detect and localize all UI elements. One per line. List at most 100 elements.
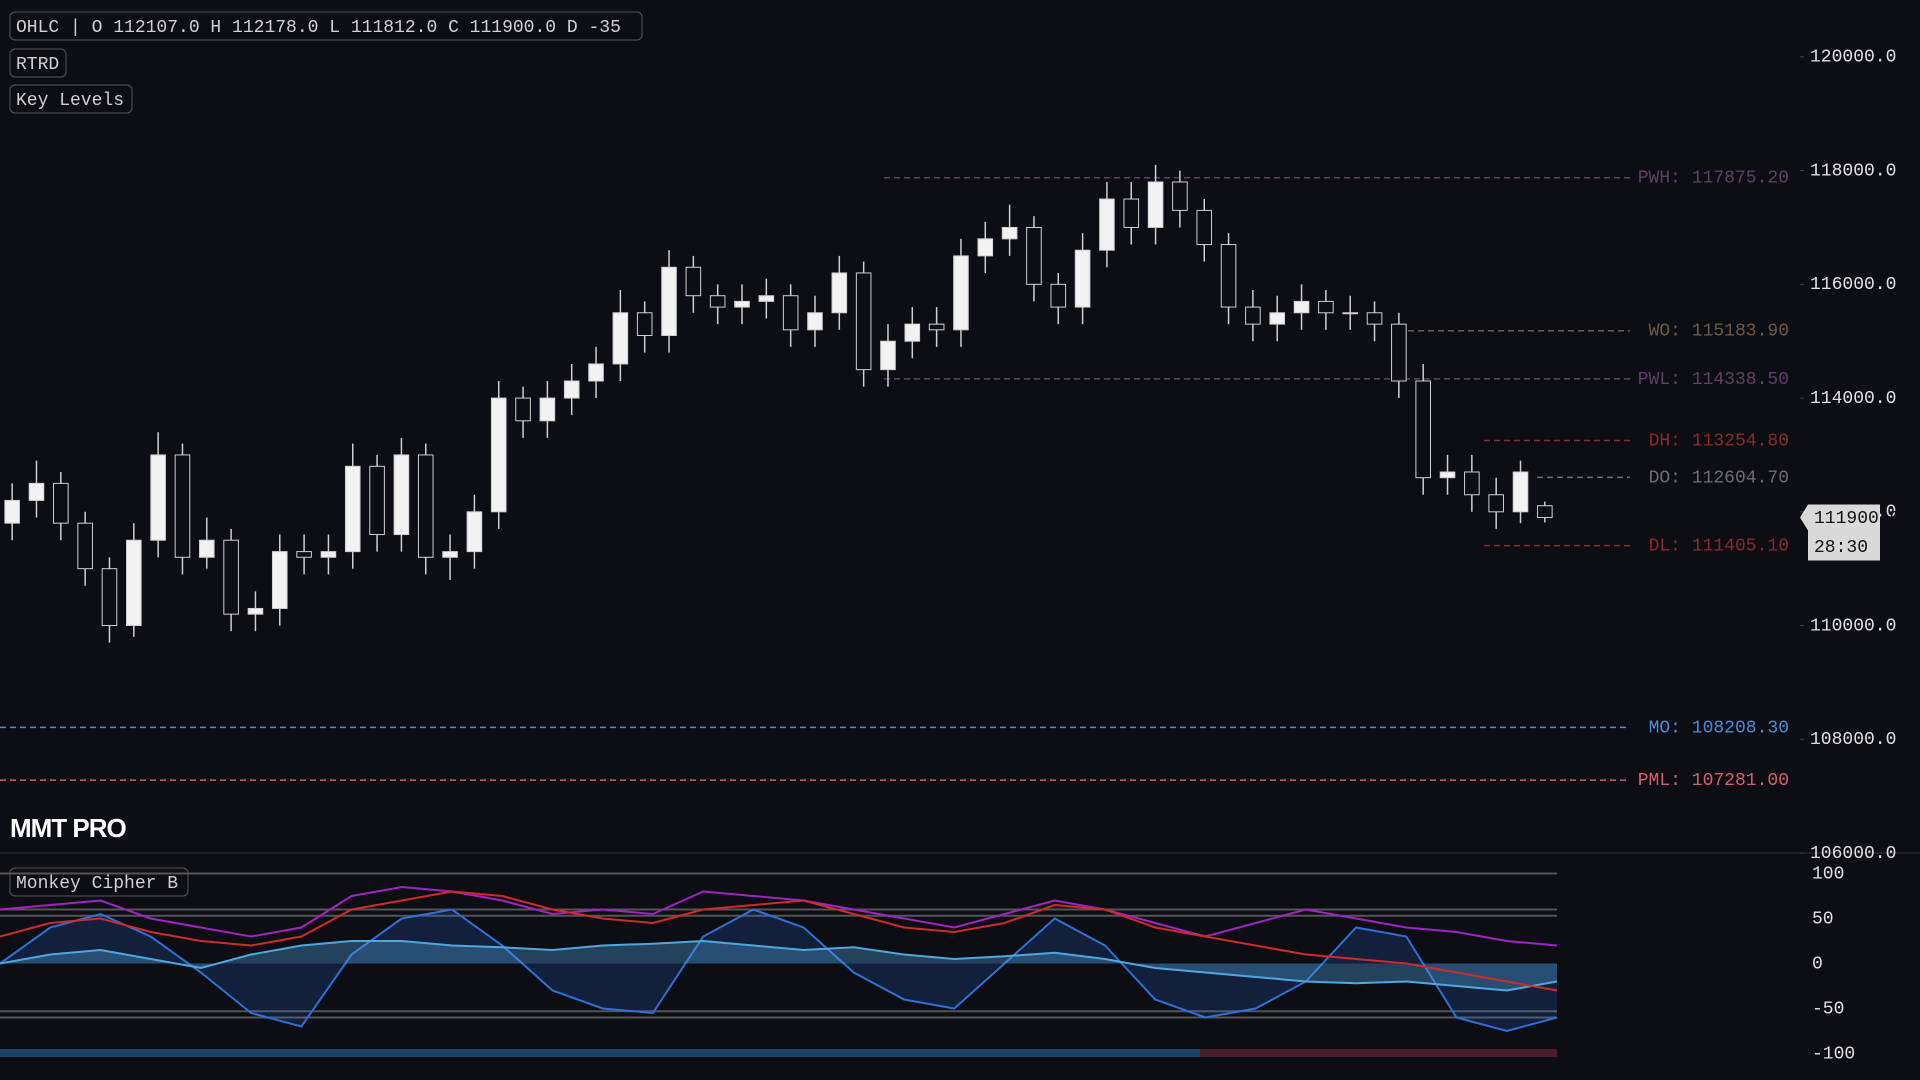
candle-body [1512, 471, 1529, 513]
candle-body [1415, 380, 1431, 479]
candle-body [174, 454, 191, 558]
candle-body [198, 539, 215, 558]
indicator-title: Monkey Cipher B [16, 874, 178, 894]
y-tick-label: 0 [1812, 954, 1823, 974]
candle-body [271, 551, 288, 609]
y-tick-label: 118000.0 [1810, 161, 1896, 181]
ohlc-text: OHLC | O 112107.0 H 112178.0 L 111812.0 … [16, 18, 621, 38]
level-name: MO: [1649, 718, 1681, 738]
candle-body [77, 522, 93, 570]
candle-body [855, 272, 872, 371]
level-value: 113254.80 [1692, 431, 1789, 451]
y-tick-label: 110000.0 [1810, 616, 1896, 636]
candle-body [1147, 181, 1164, 228]
candle-body [1196, 209, 1213, 246]
level-label: WO: 115183.90 [1649, 321, 1789, 341]
candle-body [1488, 494, 1504, 513]
badge-text[interactable]: Key Levels [16, 91, 124, 111]
series-line [0, 939, 1558, 992]
level-label: DH: 113254.80 [1649, 431, 1789, 451]
candle-body [1269, 312, 1286, 325]
candle-body [685, 266, 702, 297]
price-pane [4, 164, 1553, 643]
y-tick-label: 106000.0 [1810, 844, 1896, 864]
level-value: 114338.50 [1692, 370, 1789, 390]
badge-text[interactable]: RTRD [16, 55, 59, 75]
candle-body [1123, 198, 1140, 228]
series-line [0, 890, 1558, 992]
candle-body [126, 539, 142, 627]
candle-body [515, 397, 531, 422]
candle-body [1342, 312, 1359, 315]
level-name: DH: [1649, 431, 1681, 451]
candle-body [831, 272, 848, 314]
candle-body [1391, 323, 1407, 382]
level-name: DL: [1649, 536, 1681, 556]
candle-body [563, 380, 580, 399]
candle-body [734, 300, 750, 308]
level-label: PWH: 117875.20 [1638, 168, 1789, 188]
candle-body [1439, 471, 1456, 479]
y-tick-label: 50 [1812, 909, 1834, 929]
candle-body [296, 551, 312, 558]
price-tag: 111900.0 [1814, 509, 1900, 529]
signal-strip [1200, 1049, 1557, 1057]
candle-body [588, 363, 604, 382]
candle-body [880, 340, 896, 371]
level-name: PWL: [1638, 370, 1681, 390]
level-value: 107281.00 [1692, 771, 1789, 791]
candle-body [1172, 181, 1188, 211]
candle-body [320, 551, 337, 558]
candle-body [223, 539, 239, 615]
candle-body [1366, 312, 1383, 325]
level-value: 112604.70 [1692, 468, 1789, 488]
candle-body [490, 397, 507, 513]
candle-body [928, 323, 945, 331]
candle-body [344, 465, 361, 553]
candle-body [758, 295, 775, 302]
level-value: 108208.30 [1692, 718, 1789, 738]
candle-body [612, 312, 629, 365]
countdown: 28:30 [1814, 538, 1868, 558]
candle-body [1220, 244, 1237, 308]
series-area [0, 909, 1557, 1031]
y-tick-label: -100 [1812, 1044, 1855, 1064]
level-name: DO: [1649, 468, 1681, 488]
candle-body [1318, 300, 1334, 314]
y-tick-label: 114000.0 [1810, 389, 1896, 409]
y-tick-label: 120000.0 [1810, 48, 1896, 68]
signal-strip [0, 1049, 1557, 1057]
series-line [0, 908, 1558, 1033]
candle-body [1537, 505, 1553, 518]
badge[interactable] [9, 48, 67, 78]
level-name: PML: [1638, 771, 1681, 791]
candle-body [661, 266, 677, 337]
candle-body [393, 454, 410, 536]
candle-body [1464, 471, 1480, 496]
y-tick-label: 100 [1812, 864, 1844, 884]
series-line [0, 885, 1558, 947]
level-value: 117875.20 [1692, 168, 1789, 188]
candle-body [247, 607, 264, 615]
candle-body [101, 568, 118, 627]
candle-body [4, 499, 20, 524]
candle-body [1074, 249, 1091, 308]
candle-body [1293, 300, 1310, 314]
level-name: PWH: [1638, 168, 1681, 188]
candle-body [782, 295, 799, 331]
candle-body [953, 255, 969, 331]
candle-body [636, 312, 653, 337]
level-label: PWL: 114338.50 [1638, 370, 1789, 390]
y-tick-label: 116000.0 [1810, 275, 1896, 295]
candle-body [807, 312, 823, 331]
price-tag-bg [1800, 504, 1880, 561]
panel-title: MMT PRO [10, 813, 127, 843]
y-tick-label: -50 [1812, 999, 1844, 1019]
series-area [0, 941, 1557, 991]
candle-body [442, 551, 458, 558]
level-label: DL: 111405.10 [1649, 536, 1789, 556]
candle-body [150, 454, 166, 541]
candle-body [1026, 226, 1042, 285]
badge[interactable] [9, 84, 133, 114]
